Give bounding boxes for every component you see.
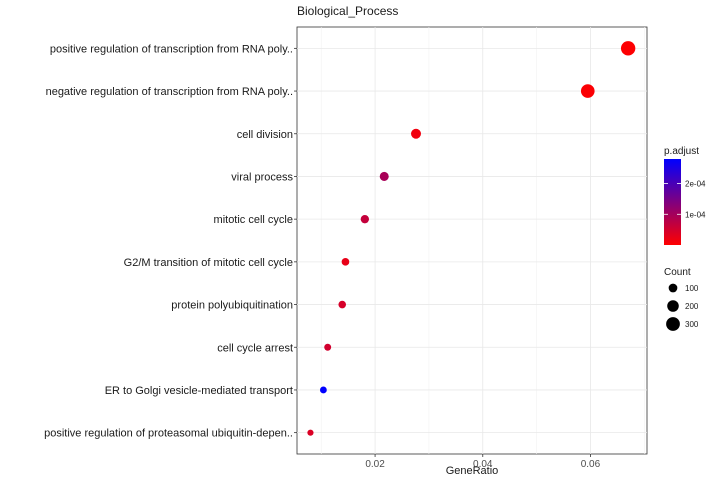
data-point: [341, 258, 350, 266]
data-point: [360, 214, 370, 224]
y-tick-label: cell division: [237, 129, 293, 141]
x-tick-label: 0.06: [581, 459, 601, 470]
data-point: [319, 386, 327, 394]
chart-title: Biological_Process: [297, 4, 398, 18]
data-point: [580, 84, 595, 98]
size-legend-dot: [666, 317, 680, 331]
data-point: [307, 429, 314, 436]
data-point: [620, 41, 636, 56]
y-tick-label: protein polyubiquitination: [171, 300, 293, 312]
plot-panel: [296, 26, 648, 455]
color-bar: [664, 159, 681, 245]
y-tick-label: G2/M transition of mitotic cell cycle: [124, 257, 293, 269]
y-tick-label: negative regulation of transcription fro…: [46, 86, 293, 98]
data-points: [307, 41, 636, 436]
color-tick-label: 2e-04: [685, 180, 706, 189]
y-tick-label: positive regulation of proteasomal ubiqu…: [44, 428, 293, 440]
color-legend-title: p.adjust: [664, 146, 699, 157]
size-legend: Count 100 200 300: [664, 267, 699, 331]
y-tick-label: viral process: [231, 171, 293, 183]
y-tick-label: ER to Golgi vesicle-mediated transport: [105, 385, 293, 397]
data-point: [411, 128, 421, 139]
y-tick-label: positive regulation of transcription fro…: [50, 43, 293, 55]
y-axis: positive regulation of transcription fro…: [44, 43, 297, 440]
x-tick-label: 0.02: [365, 459, 385, 470]
size-legend-label: 200: [685, 302, 699, 311]
size-legend-label: 300: [685, 320, 699, 329]
size-legend-items: 100 200 300: [666, 283, 699, 331]
grid: [297, 27, 647, 454]
color-legend-ticks: 1e-04 2e-04: [664, 180, 706, 219]
data-point: [324, 343, 332, 351]
x-axis: 0.02 0.04 0.06: [365, 454, 601, 470]
y-tick-label: cell cycle arrest: [217, 342, 293, 354]
y-tick-label: mitotic cell cycle: [214, 214, 293, 226]
size-legend-dot: [667, 300, 679, 312]
color-legend: p.adjust 1e-04 2e-04: [664, 146, 706, 245]
size-legend-title: Count: [664, 267, 691, 278]
size-legend-label: 100: [685, 284, 699, 293]
data-point: [379, 171, 389, 181]
x-tick-label: 0.04: [473, 459, 493, 470]
x-axis-label: GeneRatio: [446, 465, 499, 477]
size-legend-dot: [668, 283, 678, 293]
data-point: [338, 300, 347, 309]
color-tick-label: 1e-04: [685, 210, 706, 219]
